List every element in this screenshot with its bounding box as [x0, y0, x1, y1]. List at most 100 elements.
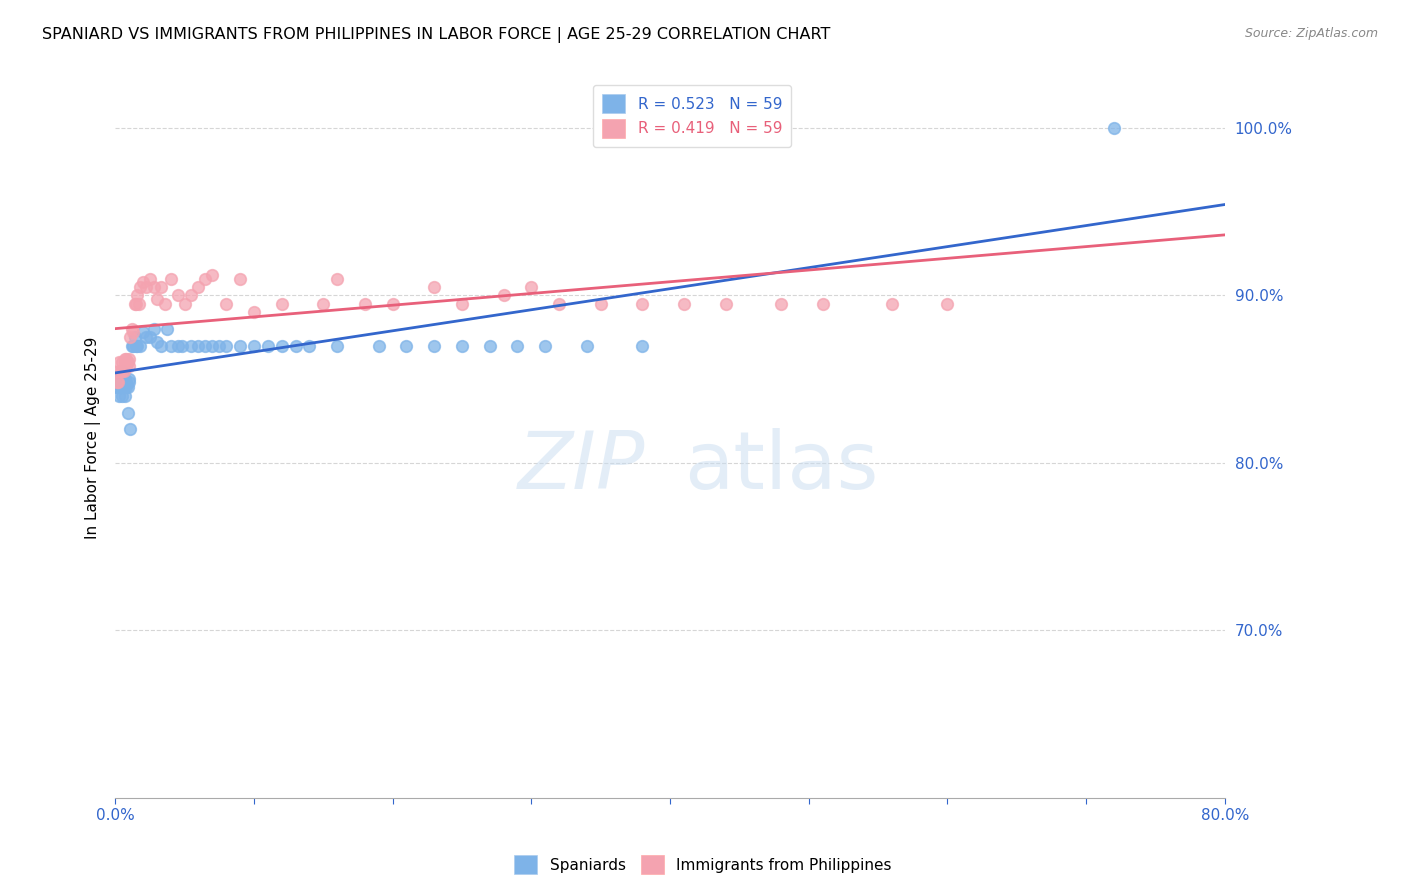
- Point: [149, 280, 172, 294]
- Point: [105, 376, 128, 390]
- Point: [146, 292, 169, 306]
- Point: [180, 338, 202, 352]
- Point: [215, 296, 238, 310]
- Point: [115, 376, 138, 390]
- Point: [111, 355, 134, 369]
- Point: [180, 288, 202, 302]
- Point: [110, 364, 132, 378]
- Point: [326, 271, 349, 285]
- Point: [117, 380, 139, 394]
- Point: [159, 271, 181, 285]
- Point: [520, 280, 543, 294]
- Point: [108, 372, 131, 386]
- Point: [107, 372, 129, 386]
- Point: [187, 338, 209, 352]
- Point: [115, 380, 138, 394]
- Point: [118, 376, 141, 390]
- Y-axis label: In Labor Force | Age 25-29: In Labor Force | Age 25-29: [86, 336, 101, 539]
- Point: [811, 296, 834, 310]
- Point: [155, 322, 177, 336]
- Point: [107, 376, 129, 390]
- Point: [120, 330, 142, 344]
- Point: [129, 280, 152, 294]
- Point: [111, 364, 134, 378]
- Point: [284, 338, 307, 352]
- Point: [108, 355, 131, 369]
- Point: [423, 338, 446, 352]
- Point: [122, 325, 145, 339]
- Point: [127, 288, 149, 302]
- Point: [298, 338, 321, 352]
- Point: [170, 338, 193, 352]
- Point: [194, 338, 217, 352]
- Point: [880, 296, 903, 310]
- Point: [166, 338, 188, 352]
- Point: [201, 338, 224, 352]
- Point: [166, 288, 188, 302]
- Point: [117, 355, 139, 369]
- Point: [194, 271, 217, 285]
- Point: [114, 389, 136, 403]
- Point: [936, 296, 959, 310]
- Point: [121, 322, 143, 336]
- Point: [114, 372, 136, 386]
- Point: [112, 380, 135, 394]
- Point: [118, 359, 141, 373]
- Point: [124, 330, 146, 344]
- Point: [229, 271, 252, 285]
- Point: [215, 338, 238, 352]
- Point: [135, 280, 157, 294]
- Point: [110, 380, 132, 394]
- Text: SPANIARD VS IMMIGRANTS FROM PHILIPPINES IN LABOR FORCE | AGE 25-29 CORRELATION C: SPANIARD VS IMMIGRANTS FROM PHILIPPINES …: [42, 27, 831, 43]
- Point: [122, 338, 145, 352]
- Point: [117, 406, 139, 420]
- Point: [124, 296, 146, 310]
- Point: [125, 338, 148, 352]
- Point: [354, 296, 377, 310]
- Point: [132, 325, 155, 339]
- Text: Source: ZipAtlas.com: Source: ZipAtlas.com: [1244, 27, 1378, 40]
- Point: [111, 389, 134, 403]
- Point: [135, 330, 157, 344]
- Point: [1102, 120, 1125, 135]
- Point: [631, 296, 654, 310]
- Point: [243, 305, 266, 319]
- Point: [451, 296, 474, 310]
- Point: [478, 338, 501, 352]
- Point: [121, 338, 143, 352]
- Text: atlas: atlas: [683, 427, 879, 506]
- Point: [270, 296, 292, 310]
- Point: [118, 351, 141, 366]
- Text: ZIP: ZIP: [517, 427, 645, 506]
- Point: [367, 338, 389, 352]
- Point: [120, 422, 142, 436]
- Point: [159, 338, 181, 352]
- Point: [132, 275, 155, 289]
- Point: [187, 280, 209, 294]
- Point: [173, 296, 195, 310]
- Point: [672, 296, 695, 310]
- Point: [270, 338, 292, 352]
- Point: [423, 280, 446, 294]
- Point: [312, 296, 335, 310]
- Point: [127, 338, 149, 352]
- Point: [575, 338, 598, 352]
- Point: [143, 280, 166, 294]
- Point: [114, 355, 136, 369]
- Point: [395, 338, 418, 352]
- Point: [506, 338, 529, 352]
- Point: [229, 338, 252, 352]
- Point: [548, 296, 571, 310]
- Point: [201, 268, 224, 283]
- Point: [139, 330, 162, 344]
- Point: [451, 338, 474, 352]
- Point: [589, 296, 612, 310]
- Point: [631, 338, 654, 352]
- Point: [208, 338, 231, 352]
- Point: [153, 296, 176, 310]
- Point: [125, 296, 148, 310]
- Point: [769, 296, 792, 310]
- Point: [492, 288, 515, 302]
- Point: [128, 296, 150, 310]
- Point: [112, 372, 135, 386]
